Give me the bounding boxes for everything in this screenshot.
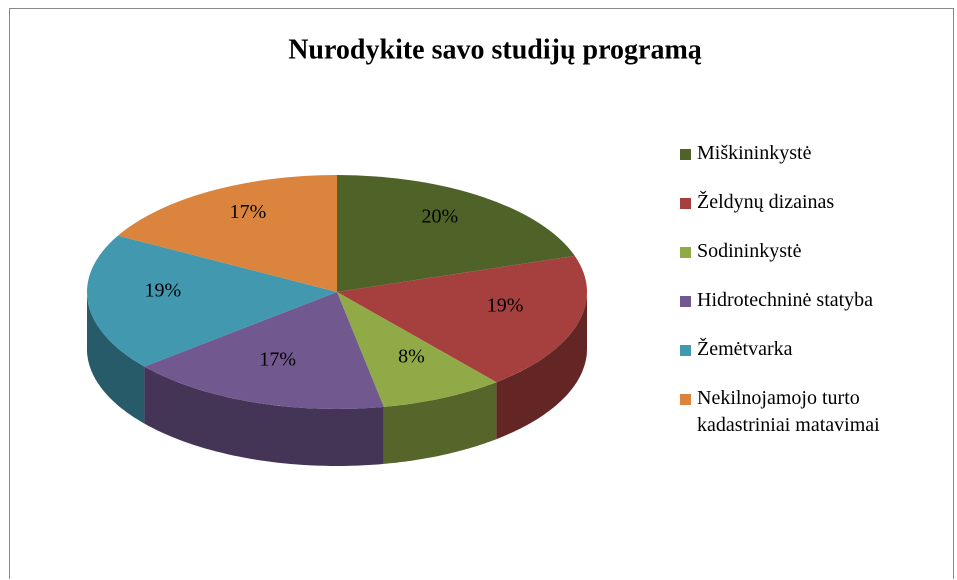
legend-label: Sodininkystė xyxy=(697,240,802,262)
slice-side xyxy=(383,382,497,464)
legend-label: Žemėtvarka xyxy=(697,338,793,360)
legend: Miškininkystė Želdynų dizainas Sodininkyst… xyxy=(680,140,950,436)
slice-side xyxy=(496,292,587,440)
legend-item: Sodininkystė xyxy=(680,238,950,287)
slice xyxy=(144,292,384,409)
legend-label: Želdynų dizainas xyxy=(697,191,835,213)
slice-side xyxy=(87,292,145,424)
slice xyxy=(337,175,575,292)
chart-title: Nurodykite savo studijų programą xyxy=(288,34,702,65)
slice-side xyxy=(144,366,384,466)
legend-swatch xyxy=(680,394,691,405)
legend-swatch xyxy=(680,345,691,356)
legend-item: Miškininkystė xyxy=(680,140,950,189)
data-label: 17% xyxy=(259,349,296,371)
legend-item: Želdynų dizainas xyxy=(680,189,950,238)
data-label: 8% xyxy=(398,346,425,368)
legend-swatch xyxy=(680,198,691,209)
data-label: 20% xyxy=(422,205,459,227)
slice xyxy=(337,255,587,383)
slice xyxy=(117,175,337,292)
legend-label: Nekilnojamojo turto kadastriniai matavim… xyxy=(697,387,880,436)
data-label: 19% xyxy=(144,279,181,301)
legend-swatch xyxy=(680,149,691,160)
chart-frame xyxy=(9,8,954,579)
legend-swatch xyxy=(680,247,691,258)
data-label: 19% xyxy=(487,294,524,316)
legend-item: Hidrotechninė statyba xyxy=(680,287,950,336)
legend-item: Nekilnojamojo turto kadastriniai matavim… xyxy=(680,385,950,436)
data-label: 17% xyxy=(230,201,267,223)
slice xyxy=(337,292,497,407)
legend-item: Žemėtvarka xyxy=(680,336,950,385)
legend-label: Hidrotechninė statyba xyxy=(697,289,874,311)
legend-label: Miškininkystė xyxy=(697,142,812,164)
legend-swatch xyxy=(680,296,691,307)
slice xyxy=(87,235,337,367)
